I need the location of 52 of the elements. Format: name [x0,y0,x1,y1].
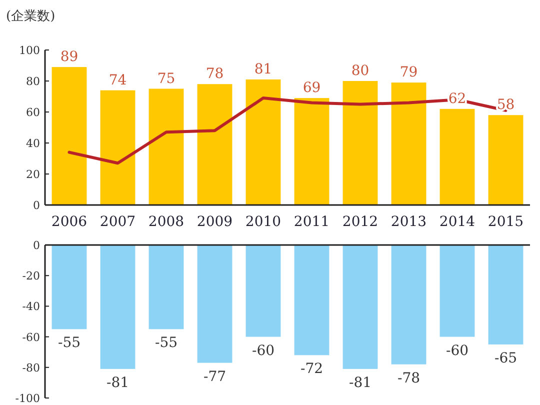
x-tick-label: 2008 [148,214,184,230]
y-tick-label: -60 [22,330,40,344]
bar [440,108,475,205]
data-label: -60 [446,342,469,359]
y-tick-label: 0 [33,239,40,252]
y-tick-label: 20 [26,168,40,181]
data-label: 89 [60,49,78,66]
bar [342,81,378,205]
x-tick-label: 2009 [196,214,233,230]
data-label: 58 [496,97,515,114]
data-label: -60 [252,342,275,359]
data-label: -65 [494,350,518,366]
data-label: 74 [108,72,127,88]
x-tick-label: 2010 [245,214,282,230]
data-label: -81 [348,374,372,391]
y-tick-label: -40 [22,300,40,314]
y-tick-label: 0 [33,199,40,212]
bar [488,115,524,205]
bar [52,67,87,205]
y-tick-label: 60 [26,106,40,119]
y-tick-label: -20 [22,270,40,283]
y-tick-label: -100 [15,392,40,405]
x-tick-label: 2012 [342,214,378,230]
x-tick-label: 2006 [51,214,88,230]
bar [148,88,184,205]
x-tick-label: 2015 [488,214,524,230]
data-label: -81 [106,374,130,391]
y-tick-label: 80 [26,75,40,88]
x-tick-label: 2014 [439,214,476,230]
y-tick-label: 40 [26,137,40,150]
bar [391,82,426,205]
y-tick-label: -80 [22,361,40,374]
bar [294,98,330,205]
data-label: -72 [300,361,324,378]
x-tick-label: 2007 [100,214,136,230]
data-label: 81 [254,61,272,78]
data-label: 69 [302,80,321,96]
data-label: -77 [203,368,226,385]
bar [100,90,136,205]
y-tick-label: 100 [19,44,40,57]
x-tick-label: 2013 [390,214,427,230]
data-label: -55 [154,335,178,352]
x-tick-label: 2011 [294,214,330,230]
bar [197,84,232,205]
y-axis-title: (企業数) [6,9,56,24]
data-label: 80 [351,63,370,79]
data-label: -55 [58,335,81,352]
data-label: -78 [397,370,420,386]
data-label: 78 [206,66,224,82]
bar [246,79,281,205]
data-label: 75 [157,70,176,87]
data-label: 79 [400,64,418,81]
